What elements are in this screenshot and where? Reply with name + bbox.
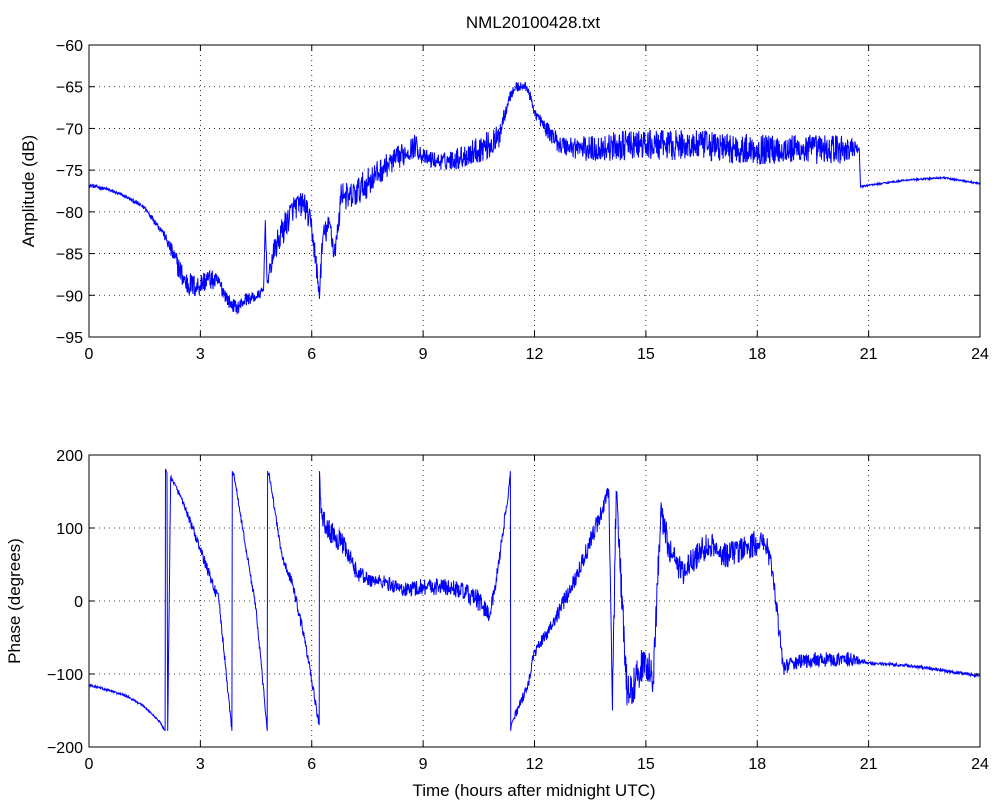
phase-series-line [89, 468, 980, 732]
phase-ytick-label: −100 [47, 667, 83, 684]
phase-ytick-label: 100 [56, 521, 83, 538]
chart-title: NML20100428.txt [466, 13, 600, 32]
phase-ytick-label: 200 [56, 448, 83, 465]
amplitude-xtick-label: 24 [971, 346, 989, 363]
amplitude-subplot: 0 3 6 9 12 15 18 21 24 −95 −90 −85 −80 −75 −70 −65 −60 A… [19, 38, 989, 363]
phase-ylabel: Phase (degrees) [5, 538, 24, 664]
amplitude-grid [89, 45, 980, 337]
phase-ticks: 0 3 6 9 12 15 18 21 24 −200 −100 0 100 200 [47, 448, 989, 773]
phase-xtick-label: 15 [637, 756, 655, 773]
amplitude-ytick-label: −65 [56, 80, 83, 97]
amplitude-xtick-label: 9 [419, 346, 428, 363]
amplitude-ticks: 0 3 6 9 12 15 18 21 24 −95 −90 −85 −80 −75 −70 −65 −60 [56, 38, 989, 363]
phase-xtick-label: 3 [196, 756, 205, 773]
amplitude-ytick-label: −95 [56, 330, 83, 347]
amplitude-ytick-label: −90 [56, 288, 83, 305]
phase-grid [89, 455, 980, 747]
amplitude-xtick-label: 6 [307, 346, 316, 363]
phase-xtick-label: 24 [971, 756, 989, 773]
amplitude-series-line [89, 81, 980, 315]
amplitude-xtick-label: 3 [196, 346, 205, 363]
amplitude-xtick-label: 15 [637, 346, 655, 363]
phase-subplot: 0 3 6 9 12 15 18 21 24 −200 −100 0 100 200 Phase (deg… [5, 448, 989, 800]
amplitude-xtick-label: 18 [748, 346, 766, 363]
amplitude-ytick-label: −75 [56, 163, 83, 180]
amplitude-xtick-label: 21 [860, 346, 878, 363]
phase-xtick-label: 0 [85, 756, 94, 773]
phase-ytick-label: −200 [47, 740, 83, 757]
phase-ytick-label: 0 [74, 594, 83, 611]
phase-xtick-label: 18 [748, 756, 766, 773]
amplitude-xtick-label: 0 [85, 346, 94, 363]
amplitude-ytick-label: −85 [56, 247, 83, 264]
phase-xtick-label: 6 [307, 756, 316, 773]
phase-xtick-label: 21 [860, 756, 878, 773]
amplitude-ylabel: Amplitude (dB) [19, 135, 38, 247]
phase-xtick-label: 12 [526, 756, 544, 773]
amplitude-ytick-label: −60 [56, 38, 83, 55]
amplitude-ytick-label: −80 [56, 205, 83, 222]
amplitude-ytick-label: −70 [56, 121, 83, 138]
phase-xtick-label: 9 [419, 756, 428, 773]
phase-xlabel: Time (hours after midnight UTC) [412, 781, 655, 800]
amplitude-xtick-label: 12 [526, 346, 544, 363]
